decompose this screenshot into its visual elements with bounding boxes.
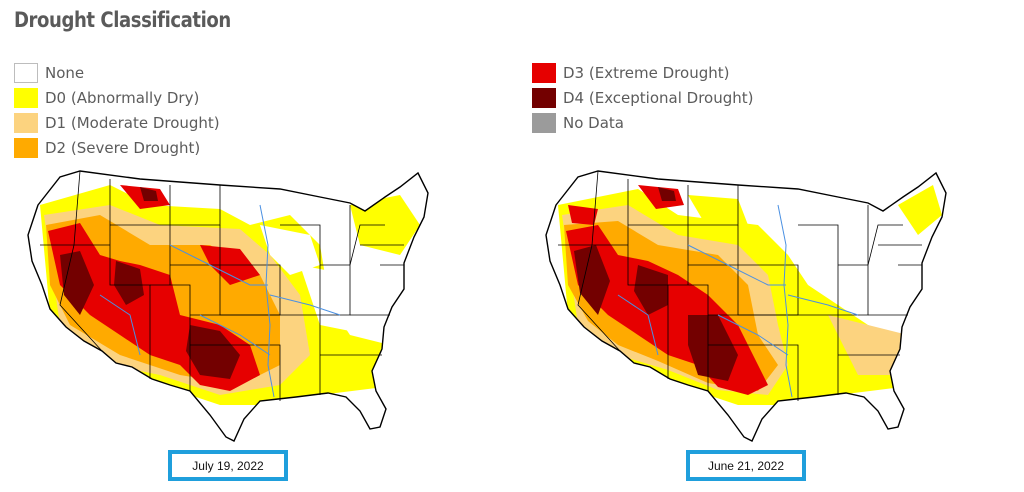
legend-label: D4 (Exceptional Drought) xyxy=(563,88,754,107)
legend-left: None D0 (Abnormally Dry) D1 (Moderate Dr… xyxy=(14,60,220,160)
legend-swatch-d0 xyxy=(14,87,38,108)
map-date-june: June 21, 2022 xyxy=(686,450,806,481)
drought-map-june xyxy=(545,170,947,442)
legend-swatch-no-data xyxy=(532,112,556,133)
legend-item-d2: D2 (Severe Drought) xyxy=(14,135,220,160)
legend-item-d0: D0 (Abnormally Dry) xyxy=(14,85,220,110)
legend-swatch-d4 xyxy=(532,87,556,108)
legend-swatch-d3 xyxy=(532,62,556,83)
legend-item-d4: D4 (Exceptional Drought) xyxy=(532,85,754,110)
legend-label: No Data xyxy=(563,113,624,132)
legend-item-no-data: No Data xyxy=(532,110,754,135)
legend-label: D3 (Extreme Drought) xyxy=(563,63,730,82)
legend-label: D1 (Moderate Drought) xyxy=(45,113,220,132)
legend-item-d1: D1 (Moderate Drought) xyxy=(14,110,220,135)
legend-item-none: None xyxy=(14,60,220,85)
legend-label: None xyxy=(45,63,85,82)
map-date-july: July 19, 2022 xyxy=(168,450,288,481)
legend-swatch-none xyxy=(14,62,38,83)
legend-swatch-d1 xyxy=(14,112,38,133)
legend-item-d3: D3 (Extreme Drought) xyxy=(532,60,754,85)
legend-label: D0 (Abnormally Dry) xyxy=(45,88,200,107)
page-title: Drought Classification xyxy=(14,8,231,32)
legend-swatch-d2 xyxy=(14,137,38,158)
legend-label: D2 (Severe Drought) xyxy=(45,138,201,157)
drought-map-july xyxy=(27,170,429,442)
legend-right: D3 (Extreme Drought) D4 (Exceptional Dro… xyxy=(532,60,754,135)
